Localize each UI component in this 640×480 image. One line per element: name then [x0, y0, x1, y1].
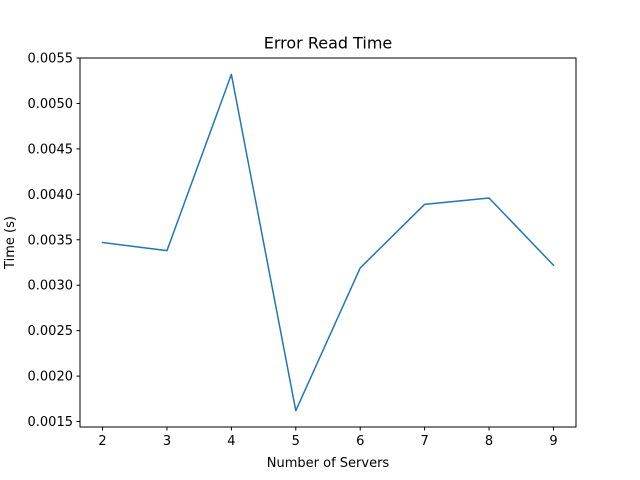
x-tick-label: 3: [163, 434, 171, 449]
y-tick-label: 0.0050: [28, 97, 74, 112]
y-tick-label: 0.0040: [28, 188, 74, 203]
x-tick-label: 6: [356, 434, 364, 449]
x-tick-label: 9: [549, 434, 557, 449]
x-tick-label: 2: [98, 434, 106, 449]
y-axis: 0.0015 0.0020 0.0025 0.0030 0.0035 0.0040 0.00…: [28, 52, 80, 430]
y-tick-label: 0.0025: [28, 324, 74, 339]
y-tick-label: 0.0030: [28, 279, 74, 294]
y-tick-label: 0.0045: [28, 142, 74, 157]
x-axis-title: Number of Servers: [267, 456, 390, 471]
y-tick-label: 0.0055: [28, 52, 74, 67]
x-tick-label: 7: [420, 434, 428, 449]
series-line: [101, 73, 555, 412]
y-tick-label: 0.0020: [28, 370, 74, 385]
x-tick-label: 5: [292, 434, 300, 449]
y-tick-label: 0.0015: [28, 415, 74, 430]
plot-area: 0.0015 0.0020 0.0025 0.0030 0.0035 0.0040 0.00…: [28, 52, 577, 449]
series-layer: [101, 73, 555, 412]
axes-frame: [79, 57, 577, 428]
chart-title: Error Read Time: [264, 34, 393, 53]
y-axis-title: Time (s): [3, 216, 18, 270]
y-tick-label: 0.0035: [28, 233, 74, 248]
x-tick-label: 8: [485, 434, 493, 449]
x-axis: 2 3 4 5 6 7 8 9: [98, 427, 558, 449]
x-tick-label: 4: [227, 434, 235, 449]
